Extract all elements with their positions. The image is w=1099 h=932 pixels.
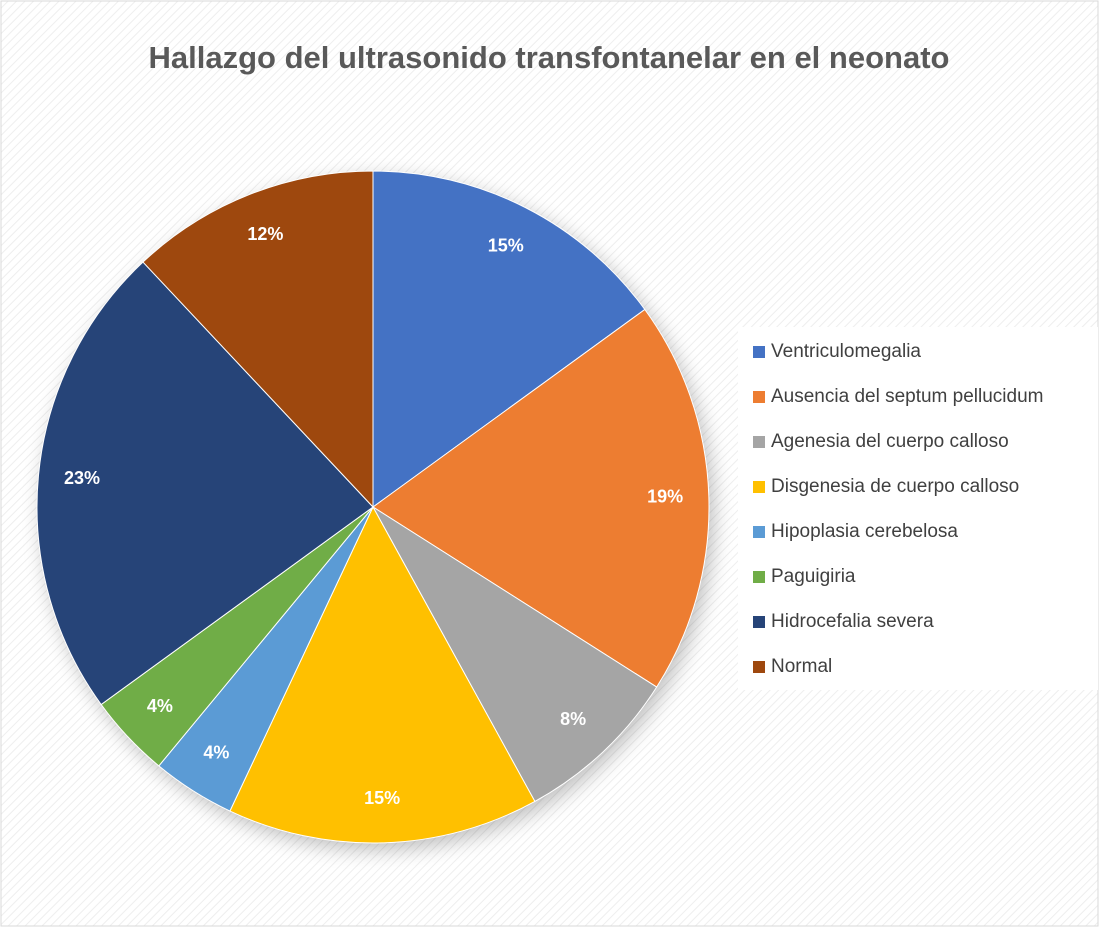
legend-label: Normal	[771, 656, 832, 677]
data-label: 15%	[364, 788, 400, 808]
legend-label: Hidrocefalia severa	[771, 611, 934, 632]
legend-label: Ventriculomegalia	[771, 341, 921, 362]
legend-swatch	[753, 481, 765, 493]
pie-slice	[372, 170, 646, 508]
legend-swatch	[753, 616, 765, 628]
pie-slice	[372, 506, 658, 803]
legend-swatch	[753, 346, 765, 358]
legend-label: Paguigiria	[771, 566, 856, 587]
legend-swatch	[753, 661, 765, 673]
pie-slice	[229, 505, 536, 844]
legend-label: Hipoplasia cerebelosa	[771, 521, 958, 542]
legend-label: Agenesia del cuerpo calloso	[771, 431, 1009, 452]
pie-slice	[142, 170, 374, 509]
pie-slice	[372, 308, 710, 688]
legend-swatch	[753, 436, 765, 448]
data-label: 12%	[247, 224, 283, 244]
chart-title: Hallazgo del ultrasonido transfontanelar…	[149, 40, 950, 75]
legend-swatch	[753, 391, 765, 403]
data-label: 4%	[203, 743, 229, 763]
data-label: 23%	[64, 468, 100, 488]
legend-label: Ausencia del septum pellucidum	[771, 386, 1044, 407]
legend-box	[738, 327, 1098, 690]
data-label: 8%	[560, 709, 586, 729]
legend-swatch	[753, 571, 765, 583]
data-label: 4%	[147, 696, 173, 716]
legend-label: Disgenesia de cuerpo calloso	[771, 476, 1019, 497]
data-label: 15%	[488, 235, 524, 255]
data-label: 19%	[647, 487, 683, 507]
pie-slice	[36, 261, 374, 706]
legend-swatch	[753, 526, 765, 538]
